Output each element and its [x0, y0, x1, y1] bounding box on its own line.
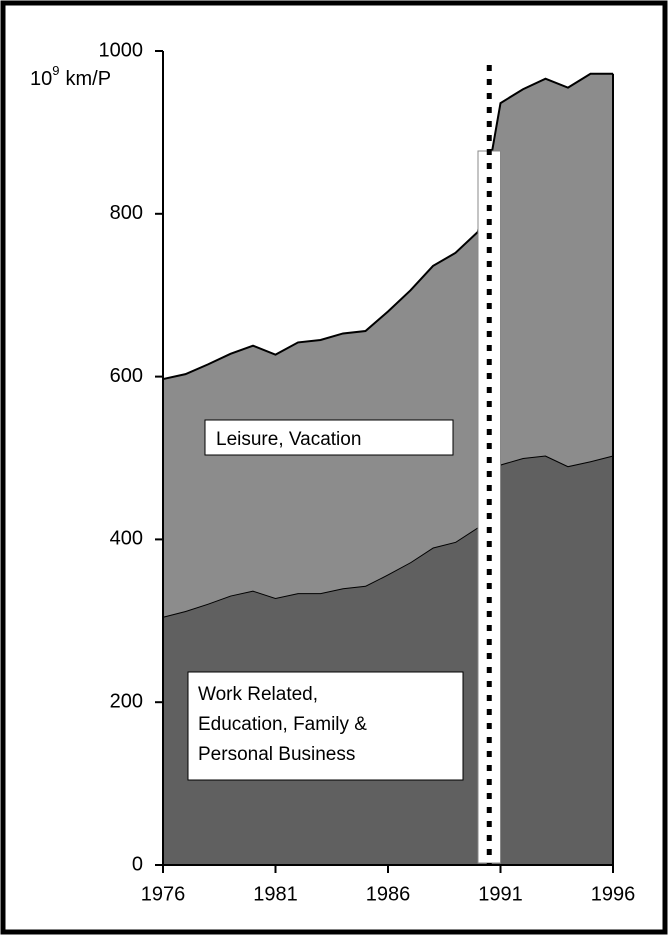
- annotation-box: [187, 671, 464, 781]
- y-tick-label: 400: [110, 528, 143, 550]
- area-line: [162, 72, 613, 381]
- y-axis-label: 109 km/P: [30, 63, 111, 90]
- annotation: Work Related,: [198, 684, 318, 705]
- y-label-exp: 9: [52, 63, 59, 78]
- x-tick-label: 1976: [141, 883, 186, 905]
- x-tick-label: 1986: [366, 883, 411, 905]
- annotation: Personal Business: [198, 744, 355, 765]
- y-tick-label: 0: [132, 853, 143, 875]
- y-tick-label: 200: [110, 690, 143, 712]
- annotation-box: [204, 419, 454, 456]
- x-tick-label: 1991: [478, 883, 523, 905]
- x-tick-label: 1996: [591, 883, 636, 905]
- y-tick-label: 600: [110, 365, 143, 387]
- y-label-base: 10: [30, 68, 52, 90]
- y-tick-label: 1000: [99, 39, 144, 61]
- annotation: Leisure, Vacation: [216, 429, 361, 450]
- y-tick-label: 800: [110, 202, 143, 224]
- x-tick-label: 1981: [253, 883, 298, 905]
- y-label-unit: km/P: [65, 68, 111, 90]
- annotation: Education, Family &: [198, 714, 367, 735]
